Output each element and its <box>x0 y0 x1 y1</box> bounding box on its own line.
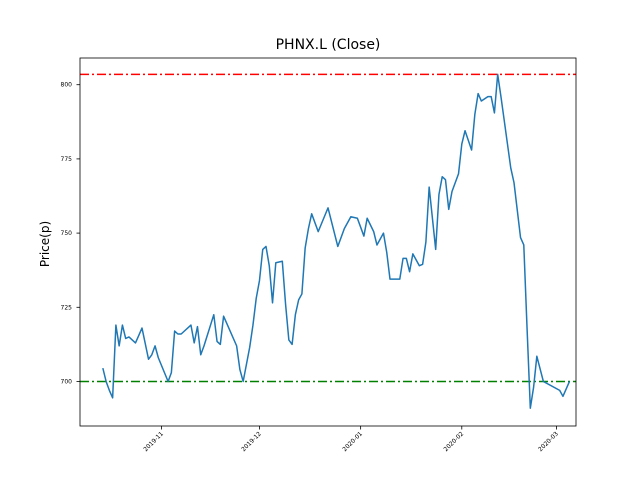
y-tick-label: 700 <box>61 378 73 385</box>
x-tick-label: 2019-12 <box>240 430 263 453</box>
y-tick-label: 775 <box>61 156 73 163</box>
x-tick-label: 2020-03 <box>537 430 560 453</box>
x-tick-label: 2019-11 <box>142 430 165 453</box>
y-tick-label: 800 <box>61 82 73 89</box>
x-tick-label: 2020-02 <box>443 430 466 453</box>
reference-lines <box>80 73 576 383</box>
x-tick-label: 2020-01 <box>341 430 364 453</box>
series-line <box>102 73 571 409</box>
y-axis-ticks: 700 725 750 775 800 <box>61 82 80 385</box>
chart-title: PHNX.L (Close) <box>276 37 381 53</box>
y-tick-label: 725 <box>61 304 73 311</box>
y-axis-label: Price(p) <box>38 221 52 267</box>
x-axis-ticks: 2019-11 2019-12 2020-01 2020-02 2020-03 <box>142 426 560 453</box>
y-tick-label: 750 <box>61 230 73 237</box>
plot-frame <box>79 57 577 427</box>
series-group <box>102 73 571 409</box>
